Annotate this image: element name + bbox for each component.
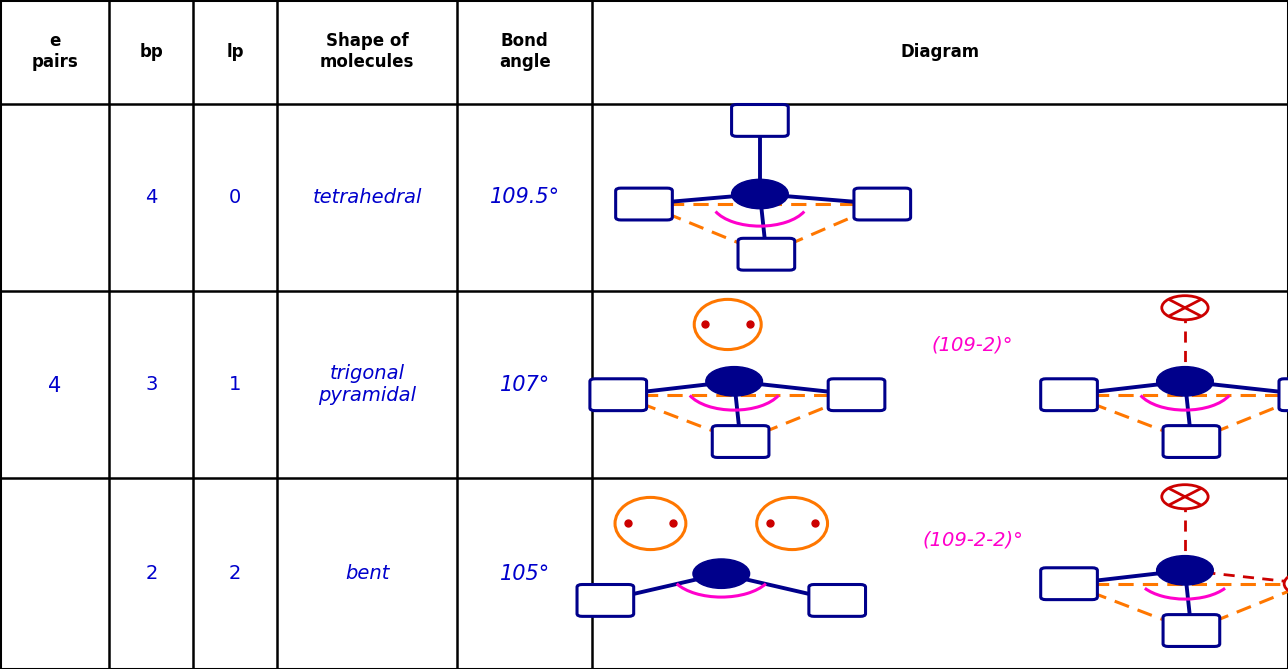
Text: Bond
angle: Bond angle <box>498 33 551 71</box>
FancyBboxPatch shape <box>1279 379 1288 411</box>
Text: 3: 3 <box>146 375 157 394</box>
Ellipse shape <box>694 300 761 350</box>
Ellipse shape <box>616 498 685 550</box>
Text: lp: lp <box>227 43 243 61</box>
Text: (109-2-2)°: (109-2-2)° <box>922 531 1023 550</box>
Text: 1: 1 <box>229 375 241 394</box>
Text: 105°: 105° <box>500 564 550 583</box>
FancyBboxPatch shape <box>809 585 866 616</box>
FancyBboxPatch shape <box>616 188 672 220</box>
FancyBboxPatch shape <box>1163 425 1220 458</box>
Circle shape <box>1157 555 1213 585</box>
FancyBboxPatch shape <box>738 238 795 270</box>
FancyBboxPatch shape <box>1163 615 1220 646</box>
Text: trigonal
pyramidal: trigonal pyramidal <box>318 364 416 405</box>
Text: (109-2)°: (109-2)° <box>931 335 1014 354</box>
Text: Shape of
molecules: Shape of molecules <box>319 33 415 71</box>
Text: 2: 2 <box>146 564 157 583</box>
Text: 4: 4 <box>146 188 157 207</box>
Text: bp: bp <box>139 43 164 61</box>
Text: 109.5°: 109.5° <box>489 187 560 207</box>
Circle shape <box>1157 367 1213 396</box>
FancyBboxPatch shape <box>854 188 911 220</box>
FancyBboxPatch shape <box>732 104 788 136</box>
Circle shape <box>706 367 762 396</box>
Circle shape <box>1162 296 1208 320</box>
Text: e
pairs: e pairs <box>31 33 79 71</box>
FancyBboxPatch shape <box>590 379 647 411</box>
Text: 2: 2 <box>229 564 241 583</box>
FancyBboxPatch shape <box>712 425 769 458</box>
Text: bent: bent <box>345 564 389 583</box>
Ellipse shape <box>757 498 828 550</box>
Text: 4: 4 <box>48 377 62 396</box>
Text: 107°: 107° <box>500 375 550 395</box>
FancyBboxPatch shape <box>1041 568 1097 599</box>
Text: Diagram: Diagram <box>900 43 980 61</box>
Text: 0: 0 <box>229 188 241 207</box>
Text: tetrahedral: tetrahedral <box>313 188 421 207</box>
FancyBboxPatch shape <box>577 585 634 616</box>
Circle shape <box>693 559 750 589</box>
Circle shape <box>1284 571 1288 596</box>
FancyBboxPatch shape <box>1041 379 1097 411</box>
Circle shape <box>1162 484 1208 508</box>
Circle shape <box>732 179 788 209</box>
FancyBboxPatch shape <box>828 379 885 411</box>
